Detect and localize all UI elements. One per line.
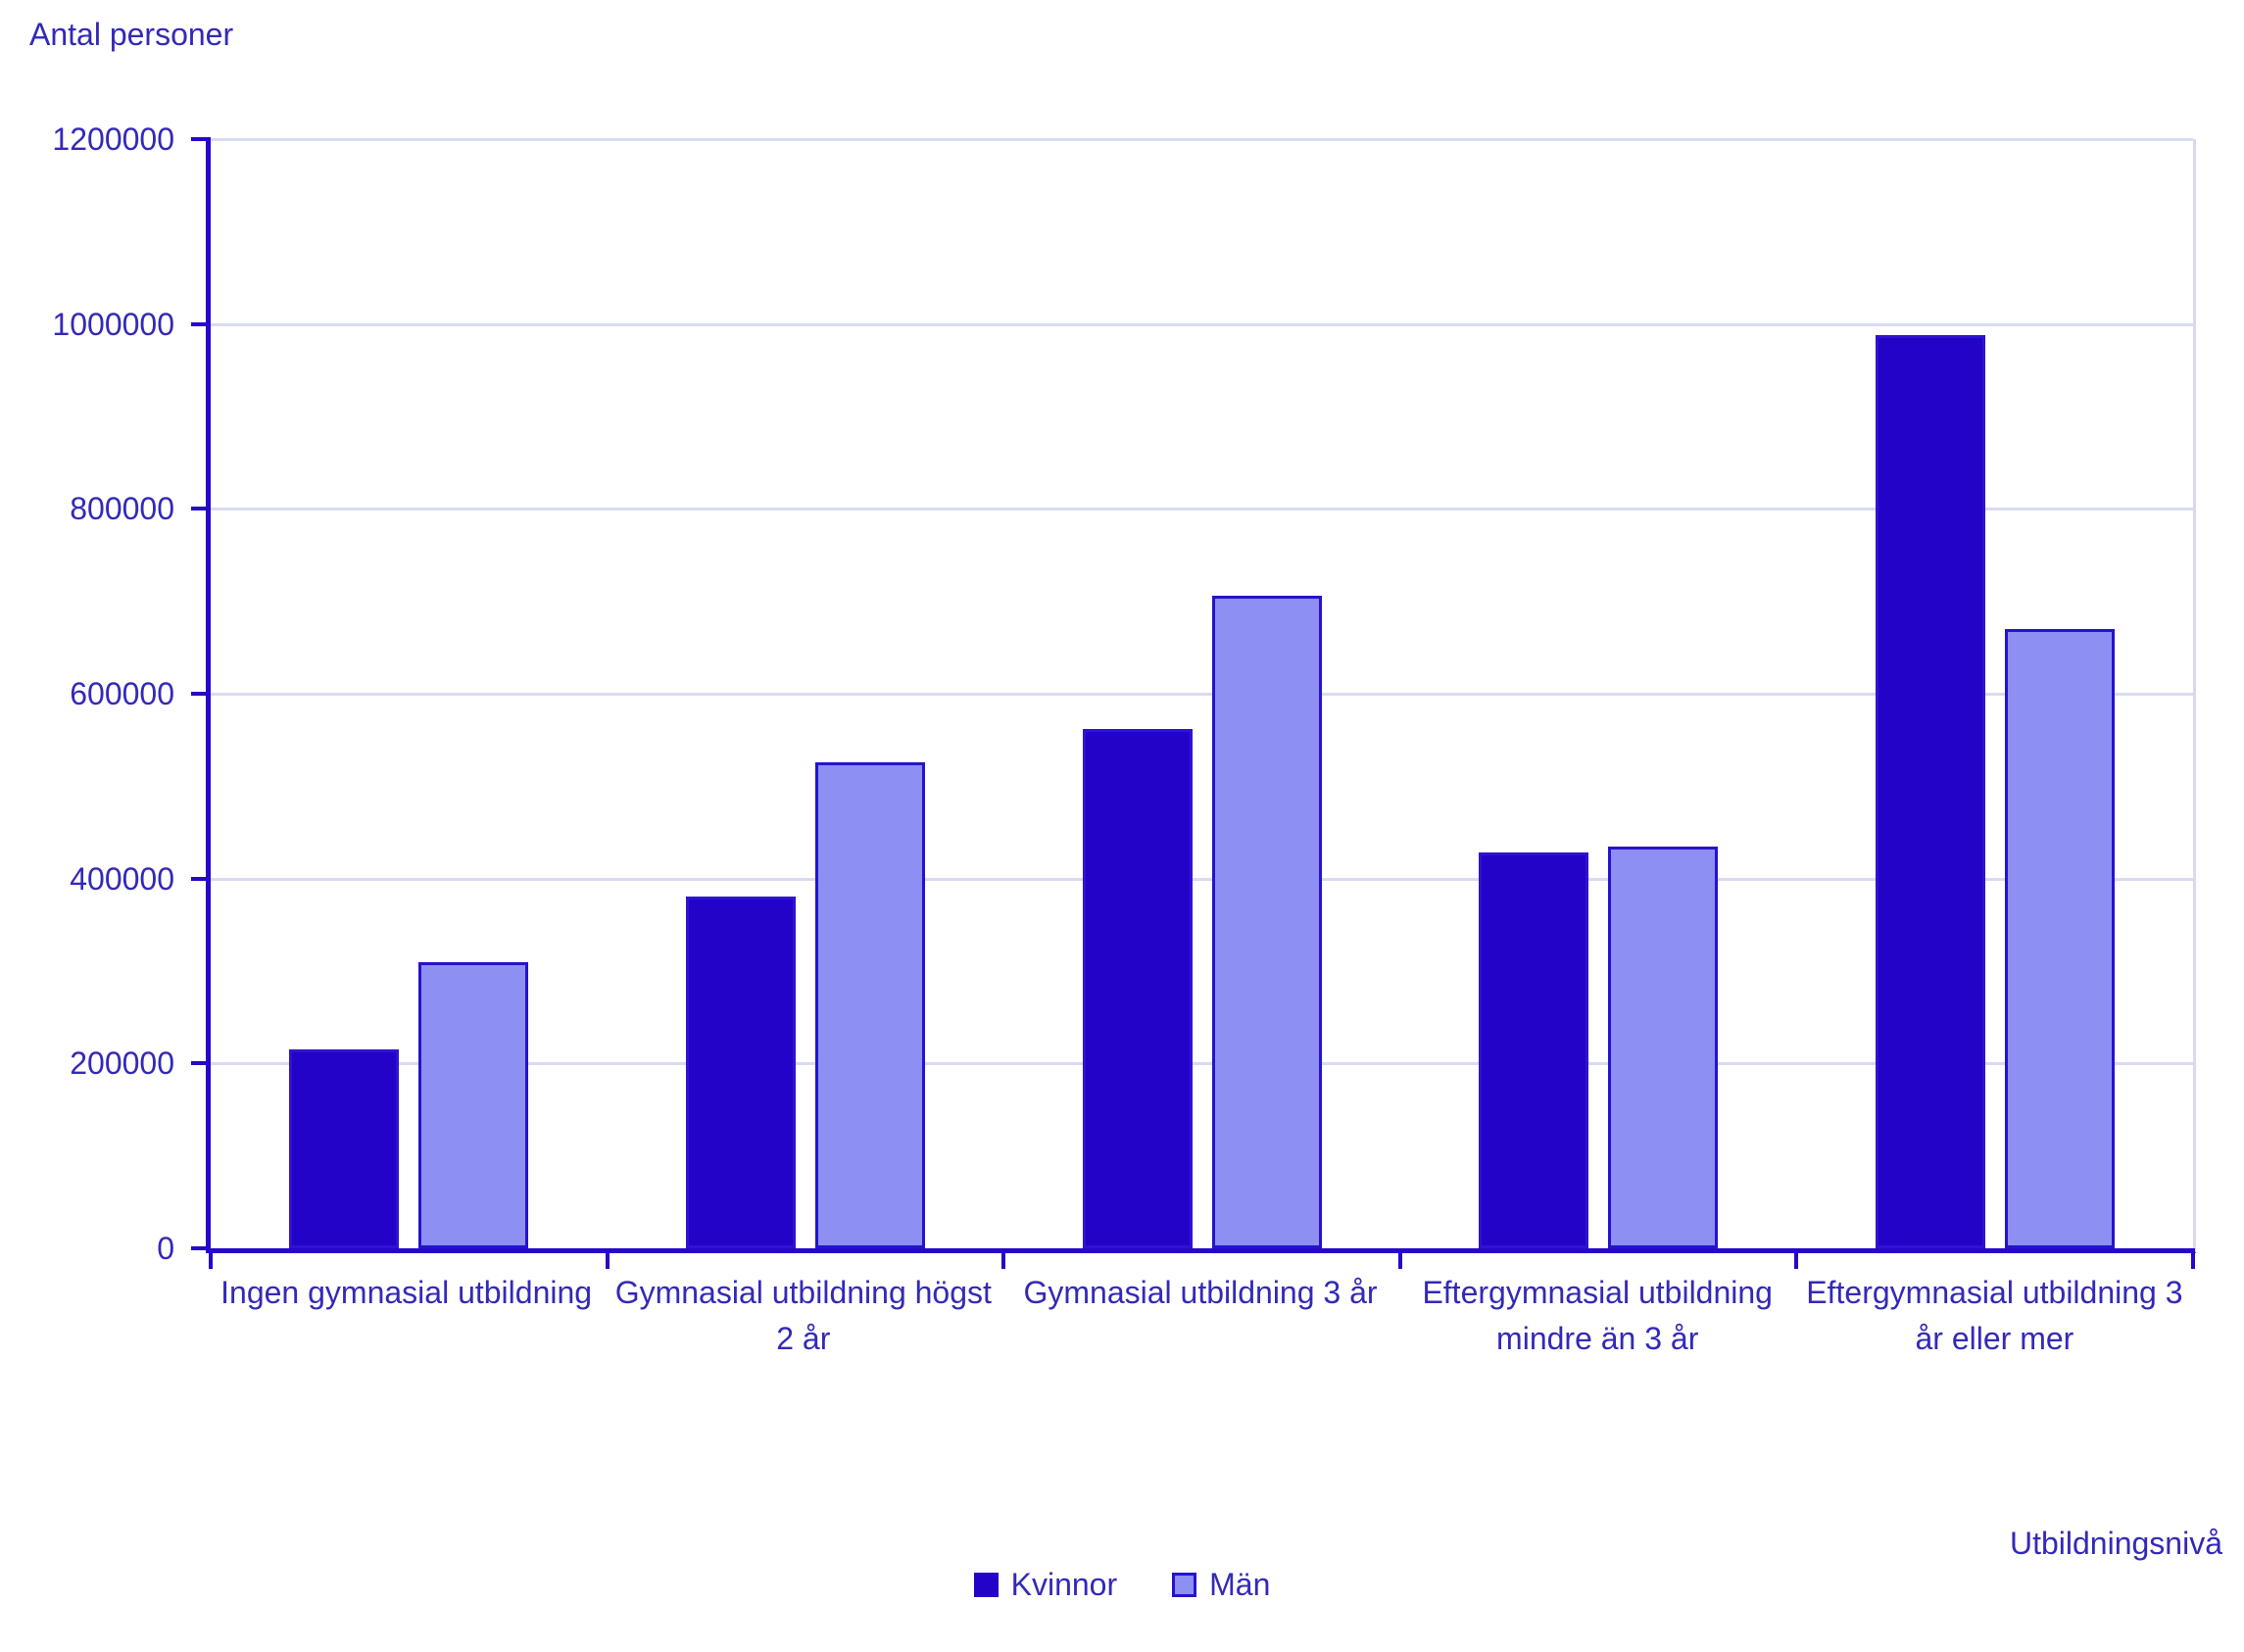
bar-kvinnor-3[interactable] [1082,728,1193,1248]
x-axis-tick [605,1248,610,1269]
plot-area [191,137,2196,1269]
gridline [211,877,2193,881]
legend-label-man: Män [1209,1567,1271,1602]
x-axis-category-label: Ingen gymnasial utbildning [220,1275,593,1310]
x-axis-tick [1794,1248,1799,1269]
y-axis-tick-label: 800000 [70,491,174,527]
legend-label-kvinnor: Kvinnor [1010,1567,1118,1602]
y-axis-tick-label: 1000000 [52,306,174,342]
x-axis-category-label: Eftergymnasial utbildning mindre än 3 år [1422,1275,1773,1356]
y-axis-tick [191,137,211,141]
gridline [211,1062,2193,1066]
x-axis-category-label: Eftergymnasial utbildning 3 år eller mer [1806,1275,2183,1356]
y-axis-tick [191,692,211,696]
bar-man-4[interactable] [1608,846,1719,1248]
gridline [211,322,2193,326]
y-axis-tick [191,876,211,881]
x-axis-category-label: Gymnasial utbildning högst 2 år [614,1275,992,1356]
x-axis-title: Utbildningsnivå [2009,1526,2222,1561]
legend-item-kvinnor[interactable]: Kvinnor [973,1566,1118,1603]
y-axis-tick-label: 1200000 [52,121,174,157]
bar-kvinnor-5[interactable] [1875,335,1985,1248]
bar-kvinnor-1[interactable] [289,1049,400,1248]
y-axis-tick [191,1246,211,1250]
bar-man-1[interactable] [418,961,529,1248]
gridline [211,138,2193,141]
bar-man-3[interactable] [1211,596,1322,1248]
legend-item-man[interactable]: Män [1172,1566,1270,1603]
bar-kvinnor-4[interactable] [1479,852,1589,1248]
y-axis-tick [191,507,211,511]
y-axis-title: Antal personer [29,17,234,52]
legend: Kvinnor Män [0,1566,2244,1603]
y-axis-tick [191,1061,211,1066]
man-swatch-icon [1172,1572,1197,1597]
bar-man-2[interactable] [814,761,925,1248]
y-axis-tick-labels: 0 200000 400000 600000 800000 1000000 1200000 [0,0,174,1652]
y-axis-tick-label: 600000 [70,676,174,711]
x-axis-category-label: Gymnasial utbildning 3 år [1023,1275,1378,1310]
x-axis-labels: Ingen gymnasial utbildning Gymnasial utbi… [208,1270,2193,1362]
x-axis-tick [1397,1248,1402,1269]
x-axis-tick [2191,1248,2195,1269]
y-axis-tick-label: 200000 [70,1045,174,1082]
y-axis-tick-label: 0 [157,1231,174,1266]
y-axis-tick-label: 400000 [70,860,174,897]
bar-man-5[interactable] [2004,628,2115,1248]
y-axis-tick [191,321,211,326]
x-axis-tick [1001,1248,1006,1269]
gridline [211,693,2193,696]
gridline [211,508,2193,511]
kvinnor-swatch-icon [973,1572,999,1597]
x-axis-tick [209,1248,213,1269]
bar-kvinnor-2[interactable] [685,896,796,1248]
